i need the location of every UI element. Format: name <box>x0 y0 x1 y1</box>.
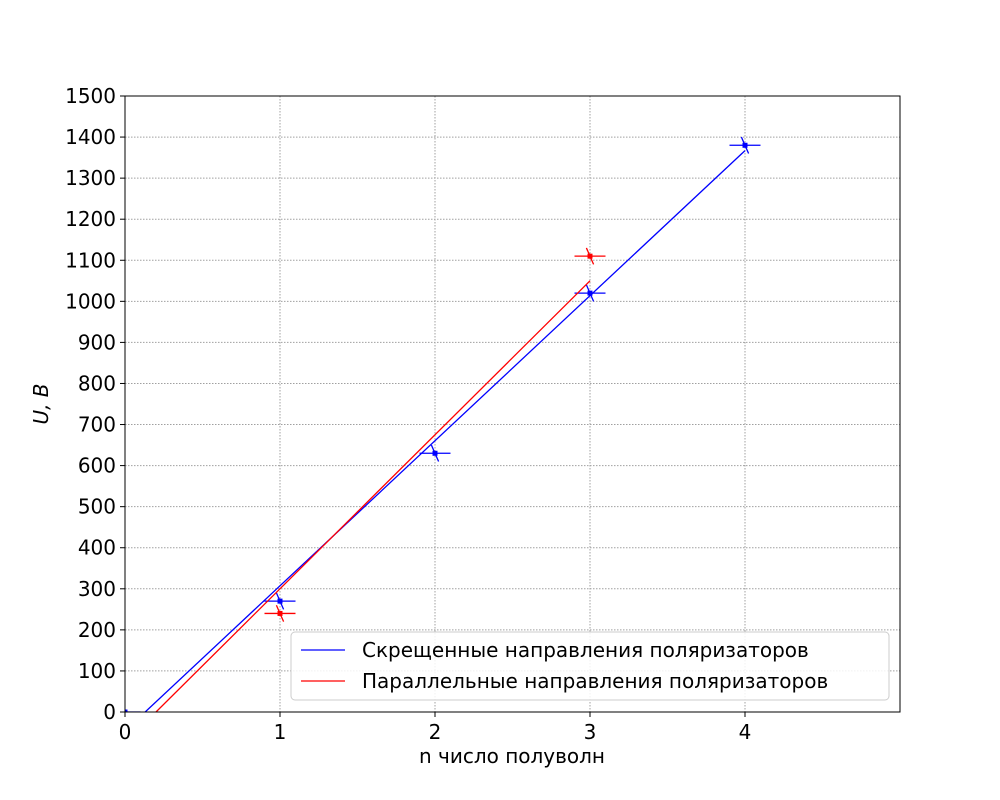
y-tick-label: 300 <box>78 577 116 601</box>
x-axis-label: n число полуволн <box>419 744 605 768</box>
x-tick-label: 2 <box>429 720 442 744</box>
fit-line <box>155 280 591 712</box>
y-tick-label: 1300 <box>65 166 116 190</box>
data-point <box>277 598 283 604</box>
y-tick-label: 400 <box>78 536 116 560</box>
y-tick-label: 100 <box>78 659 116 683</box>
series-2 <box>155 247 606 712</box>
y-tick-label: 500 <box>78 495 116 519</box>
data-point <box>432 450 438 456</box>
data-point <box>587 253 593 259</box>
y-tick-label: 1200 <box>65 207 116 231</box>
legend-label: Параллельные направления поляризаторов <box>362 669 828 693</box>
data-point <box>277 610 283 616</box>
y-tick-label: 800 <box>78 371 116 395</box>
y-tick-label: 200 <box>78 618 116 642</box>
y-tick-label: 900 <box>78 330 116 354</box>
y-tick-label: 1500 <box>65 84 116 108</box>
legend-frame <box>290 631 890 701</box>
x-tick-label: 4 <box>739 720 752 744</box>
y-tick-label: 0 <box>103 700 116 724</box>
y-tick-label: 1000 <box>65 289 116 313</box>
y-tick-label: 1400 <box>65 125 116 149</box>
fit-line <box>144 150 746 712</box>
ticks: 0 1 2 3 4 0 100 200 300 400 500 600 700 800 900 1000 110… <box>65 84 751 744</box>
x-tick-label: 0 <box>119 720 132 744</box>
y-tick-label: 600 <box>78 454 116 478</box>
data-point <box>587 290 593 296</box>
data-point <box>742 142 748 148</box>
legend: Скрещенные направления поляризаторов Пара… <box>290 631 890 701</box>
data-point <box>125 709 128 712</box>
series-layer <box>125 136 761 712</box>
x-tick-label: 3 <box>584 720 597 744</box>
y-tick-label: 1100 <box>65 248 116 272</box>
legend-label: Скрещенные направления поляризаторов <box>362 638 809 662</box>
axes-frame <box>124 95 901 713</box>
series-1 <box>125 136 761 712</box>
x-tick-label: 1 <box>274 720 287 744</box>
y-tick-label: 700 <box>78 413 116 437</box>
y-axis-label: U, В <box>29 383 53 424</box>
plot-area: 0 1 2 3 4 0 100 200 300 400 500 600 700 800 900 1000 110… <box>65 84 901 744</box>
axes-background <box>125 96 900 712</box>
